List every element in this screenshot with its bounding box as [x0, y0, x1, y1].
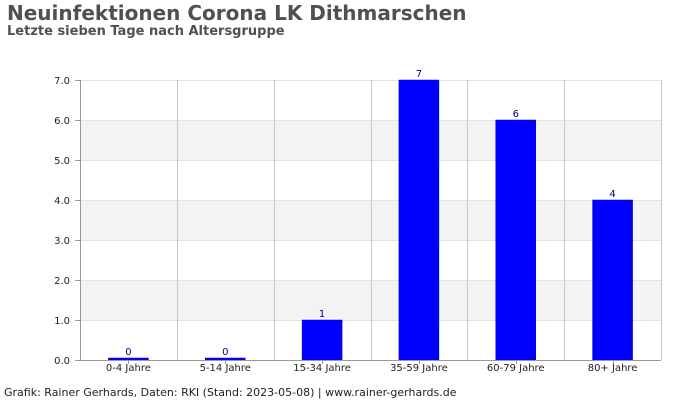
data-label: 0 — [222, 347, 228, 358]
chart-subtitle: Letzte sieben Tage nach Altersgruppe — [7, 24, 285, 39]
x-tick-label: 5-14 Jahre — [200, 363, 251, 374]
grid-band — [80, 200, 661, 240]
x-tick-label: 35-59 Jahre — [390, 363, 448, 374]
data-label: 6 — [513, 109, 519, 120]
bar-80-jahre — [592, 199, 633, 361]
grid-band — [80, 120, 661, 160]
y-tick-label: 7.0 — [54, 76, 70, 87]
x-tick-label: 15-34 Jahre — [293, 363, 351, 374]
data-label: 1 — [319, 309, 325, 320]
data-label: 0 — [125, 347, 131, 358]
x-tick-label: 80+ Jahre — [588, 363, 638, 374]
y-tick-label: 2.0 — [54, 276, 70, 287]
bar-5-14-jahre — [205, 357, 246, 361]
bar-15-34-jahre — [301, 319, 343, 361]
bar-0-4-jahre — [108, 357, 149, 361]
x-tick-label: 60-79 Jahre — [487, 363, 545, 374]
bar-35-59-jahre — [398, 79, 440, 361]
data-label: 7 — [416, 69, 422, 80]
y-tick-label: 6.0 — [54, 116, 70, 127]
chart-title: Neuinfektionen Corona LK Dithmarschen — [7, 1, 467, 25]
x-tick-label: 0-4 Jahre — [106, 363, 151, 374]
y-tick-label: 3.0 — [54, 236, 70, 247]
grid-band — [80, 280, 661, 320]
footer-credit: Grafik: Rainer Gerhards, Daten: RKI (Sta… — [4, 386, 457, 399]
y-tick-label: 0.0 — [54, 356, 70, 367]
data-label: 4 — [609, 189, 615, 200]
bar-60-79-jahre — [495, 119, 536, 361]
y-tick-label: 4.0 — [54, 196, 70, 207]
y-tick-label: 1.0 — [54, 316, 70, 327]
y-tick-label: 5.0 — [54, 156, 70, 167]
